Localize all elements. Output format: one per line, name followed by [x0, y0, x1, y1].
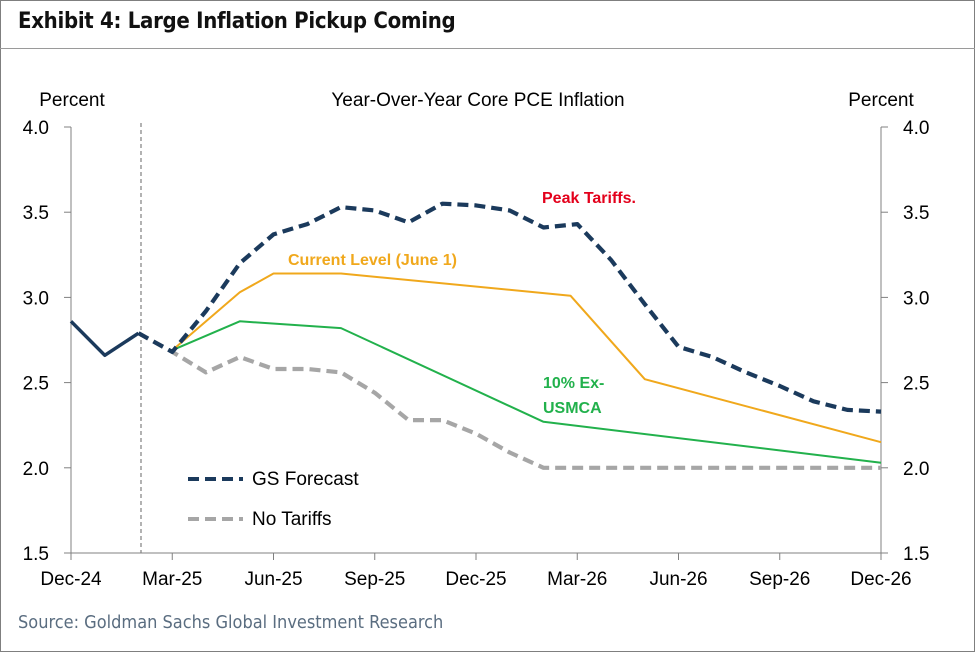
y-tick-label-left: 1.5 [23, 544, 49, 565]
y-tick-label-right: 3.5 [903, 203, 929, 224]
annotation-current-level: Current Level (June 1) [288, 252, 457, 269]
x-tick-label: Mar-26 [547, 569, 607, 590]
series-line-no-tariffs [137, 331, 881, 470]
chart-axes [70, 123, 882, 554]
series-line-10-ex-usmca [171, 320, 882, 464]
y-tick-label-right: 2.0 [903, 459, 929, 480]
axis-ticks: 1.5 1.5 2.0 2.0 2.5 2.5 3.0 3.0 3.5 3.5 4.0 4.0 Dec-… [23, 118, 930, 590]
left-y-axis-label: Percent [39, 90, 105, 111]
x-tick-label: Jun-25 [244, 569, 302, 590]
legend-label-no-tariffs: No Tariffs [252, 509, 332, 530]
x-tick-label: Mar-25 [142, 569, 202, 590]
annotation-ex-usmca-line2: USMCA [543, 400, 602, 417]
y-tick-label-left: 2.0 [23, 459, 49, 480]
legend: GS Forecast No Tariffs [188, 469, 359, 530]
y-tick-label-right: 4.0 [903, 118, 929, 139]
x-tick-label: Sep-26 [749, 569, 810, 590]
y-tick-label-left: 4.0 [23, 118, 49, 139]
y-tick-label-left: 2.5 [23, 374, 49, 395]
annotations: Peak Tariffs. Current Level (June 1) 10%… [288, 190, 636, 417]
y-tick-label-left: 3.5 [23, 203, 49, 224]
chart-title: Year-Over-Year Core PCE Inflation [331, 90, 624, 111]
x-tick-label: Sep-25 [344, 569, 405, 590]
series-line-current-level-june-1 [171, 272, 882, 444]
y-tick-label-right: 2.5 [903, 374, 929, 395]
data-series [69, 201, 882, 470]
series-line-gs-forecast [137, 201, 882, 414]
series-line-actual [69, 320, 140, 358]
right-y-axis-label: Percent [848, 90, 914, 111]
annotation-peak-tariffs: Peak Tariffs. [542, 190, 636, 207]
y-tick-label-right: 1.5 [903, 544, 929, 565]
x-tick-label: Dec-24 [40, 569, 102, 590]
x-tick-label: Dec-25 [445, 569, 506, 590]
annotation-ex-usmca-line1: 10% Ex- [543, 375, 604, 392]
source-note: Source: Goldman Sachs Global Investment … [18, 612, 444, 633]
y-tick-label-right: 3.0 [903, 288, 929, 309]
y-tick-label-left: 3.0 [23, 288, 49, 309]
legend-label-gs-forecast: GS Forecast [252, 469, 359, 490]
x-tick-label: Jun-26 [649, 569, 707, 590]
title-divider [0, 48, 975, 49]
exhibit-title: Exhibit 4: Large Inflation Pickup Coming [18, 9, 456, 34]
x-tick-label: Dec-26 [850, 569, 911, 590]
